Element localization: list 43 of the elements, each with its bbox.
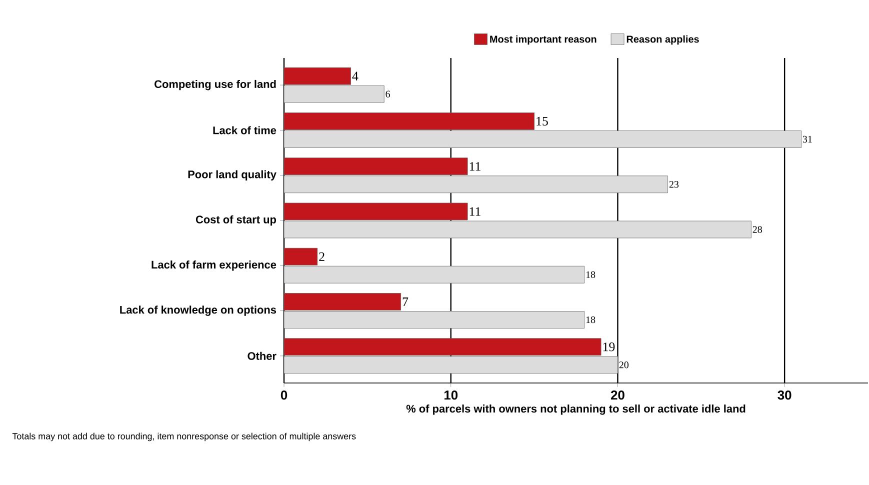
bar — [284, 356, 618, 374]
y-tick-label: Competing use for land — [154, 80, 276, 90]
y-tick-label: Lack of farm experience — [152, 260, 276, 271]
data-label: 23 — [669, 181, 679, 188]
legend-label: Reason applies — [626, 35, 699, 45]
legend-label: Most important reason — [490, 35, 596, 45]
bar — [284, 176, 668, 194]
x-tick-label: 20 — [610, 390, 624, 400]
x-tick-label: 0 — [280, 390, 288, 400]
data-label: 6 — [386, 90, 390, 98]
y-tick-label: Lack of time — [213, 126, 276, 134]
y-tick-label: Other — [248, 352, 276, 360]
data-label: 11 — [470, 207, 480, 216]
bar — [284, 112, 534, 130]
data-label: 7 — [402, 298, 408, 306]
y-tick-label: Lack of knowledge on options — [120, 306, 276, 316]
y-tick-label: Poor land quality — [188, 170, 276, 180]
bar — [284, 266, 585, 284]
data-label: 15 — [536, 116, 548, 126]
bar — [284, 293, 402, 310]
bar — [284, 67, 351, 85]
x-axis-title: % of parcels with owners not planning to sell or activate idle land — [406, 404, 746, 415]
data-label: 2 — [319, 252, 324, 261]
bar — [284, 248, 318, 266]
bar — [284, 158, 468, 176]
data-label: 31 — [802, 136, 812, 143]
x-tick-label: 30 — [778, 390, 792, 400]
x-tick-label: 10 — [444, 390, 458, 400]
data-label: 19 — [603, 342, 615, 352]
bar — [284, 202, 468, 220]
data-label: 18 — [586, 316, 596, 324]
y-tick-label: Cost of start up — [196, 215, 276, 226]
data-label: 20 — [619, 362, 629, 368]
bar — [284, 220, 752, 238]
bar — [284, 85, 384, 103]
bar — [284, 130, 802, 148]
data-label: 18 — [586, 271, 596, 278]
data-label: 28 — [752, 226, 762, 233]
bar — [284, 311, 585, 328]
data-label: 4 — [352, 72, 358, 80]
text: Totals may not add due to rounding, item nonresponse or selection of multiple answers — [12, 432, 356, 442]
data-label: 11 — [470, 162, 480, 171]
bar — [284, 338, 602, 356]
